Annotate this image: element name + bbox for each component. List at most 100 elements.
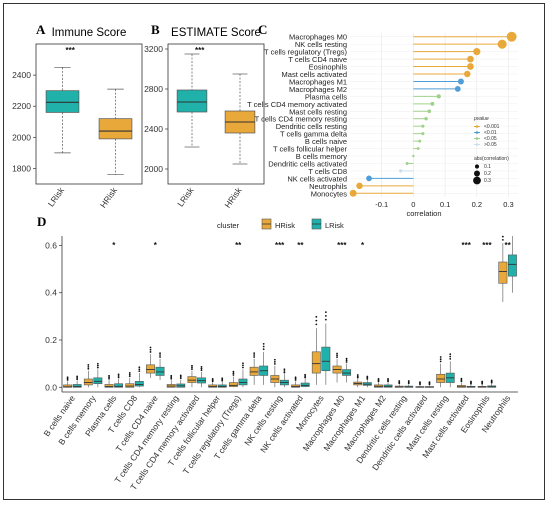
outlier-point: [315, 319, 318, 322]
outlier-point: [283, 368, 286, 371]
lollipop-point: [464, 70, 471, 78]
box-hrisk: [456, 385, 466, 388]
box-lrisk: [176, 89, 208, 113]
category-label: T cells follicular helper: [273, 145, 348, 154]
x-tick-label: 0: [411, 200, 415, 209]
outlier-point: [149, 346, 152, 349]
outlier-point: [356, 374, 359, 376]
outlier-point: [294, 376, 297, 379]
box-hrisk: [187, 376, 197, 383]
figure-frame: [3, 3, 545, 500]
outlier-point: [304, 375, 307, 378]
outlier-point: [200, 369, 203, 372]
plot-border: [167, 43, 265, 185]
y-tick-label: 0.6: [45, 240, 57, 250]
outlier-point: [315, 323, 318, 326]
box-lrisk: [114, 383, 124, 388]
y-tick-label: 0.0: [45, 382, 57, 392]
outlier-point: [108, 374, 110, 377]
outlier-point: [356, 375, 359, 378]
category-label: T cells CD4 memory resting: [255, 115, 347, 124]
lollipop-point: [454, 86, 461, 92]
outlier-point: [460, 380, 463, 383]
lollipop-point: [506, 31, 517, 42]
legend-title: abs(correlation): [474, 156, 509, 162]
category-label: B cells naive: [305, 137, 347, 146]
outlier-point: [221, 378, 224, 381]
outlier-point: [117, 375, 120, 377]
category-label: Monocytes: [311, 189, 348, 198]
outlier-point: [304, 373, 307, 376]
box-hrisk: [291, 384, 301, 388]
box-lrisk: [238, 378, 248, 386]
y-tick-label: 2000: [12, 132, 31, 142]
x-tick-label: -0.1: [375, 200, 388, 209]
legend-swatch-dot: [475, 143, 479, 146]
lollipop-point: [436, 94, 441, 99]
outlier-point: [336, 354, 338, 357]
box-lrisk: [321, 346, 331, 372]
y-tick-label: 2000: [144, 164, 163, 174]
legend-size-dot: [473, 176, 481, 185]
outlier-point: [128, 375, 131, 378]
outlier-point: [242, 364, 244, 367]
outlier-point: [232, 372, 235, 375]
significance-label: *: [154, 241, 158, 250]
category-label: T cells gamma delta: [280, 130, 348, 139]
outlier-point: [66, 379, 69, 381]
category-label: Neutrophils: [309, 182, 347, 191]
outlier-point: [449, 353, 452, 356]
y-tick-label: 0.4: [45, 288, 57, 298]
legend-label: <0.001: [484, 124, 500, 130]
lollipop-point: [366, 175, 372, 182]
significance-label: ***: [337, 241, 347, 250]
outlier-point: [315, 315, 318, 318]
x-tick-label: 0.3: [503, 200, 513, 209]
y-tick-label: 0.2: [45, 335, 57, 345]
category-label: Mast cells resting: [289, 107, 347, 116]
outlier-point: [242, 366, 244, 369]
lollipop-point: [356, 182, 363, 190]
lollipop-point: [473, 48, 481, 56]
panel-title: ESTIMATE Score: [171, 27, 261, 39]
significance-label: ***: [195, 46, 205, 55]
lollipop-point: [421, 132, 425, 136]
category-label: Eosinophils: [309, 63, 348, 72]
outlier-point: [460, 377, 463, 380]
legend-size-dot: [474, 170, 480, 177]
outlier-point: [138, 368, 141, 371]
outlier-point: [419, 381, 421, 384]
outlier-point: [273, 363, 276, 365]
y-tick-label: 2800: [144, 84, 163, 94]
outlier-point: [356, 376, 359, 379]
lollipop-point: [430, 101, 435, 106]
box-lrisk: [217, 384, 227, 388]
lollipop-point: [416, 147, 420, 150]
outlier-point: [159, 354, 161, 356]
outlier-point: [138, 370, 141, 373]
box-hrisk: [63, 384, 73, 388]
category-label: Macrophages M2: [289, 85, 347, 94]
panel-title: Immune Score: [52, 27, 127, 39]
outlier-point: [283, 370, 286, 372]
outlier-point: [253, 354, 256, 356]
legend-label: <0.01: [484, 130, 497, 136]
x-tick-label: 0.2: [472, 200, 482, 209]
outlier-point: [117, 376, 120, 379]
outlier-point: [481, 380, 484, 383]
category-label: B cells memory: [296, 152, 348, 161]
panel-a: A Immune Score 1800 2000 2200 2400 LRisk HRisk *…: [12, 22, 143, 210]
category-label: T cells CD8: [308, 167, 347, 176]
category-label: Plasma cells: [305, 92, 347, 101]
lollipop-point: [418, 139, 422, 143]
outlier-point: [96, 366, 99, 369]
legend-label: HRisk: [275, 221, 295, 230]
panel-letter: B: [151, 22, 160, 37]
box-hrisk: [125, 383, 135, 388]
lollipop-point: [467, 63, 474, 70]
outlier-point: [294, 377, 297, 380]
outlier-point: [170, 374, 173, 377]
outlier-point: [490, 379, 493, 382]
category-label: Macrophages M0: [289, 33, 347, 42]
